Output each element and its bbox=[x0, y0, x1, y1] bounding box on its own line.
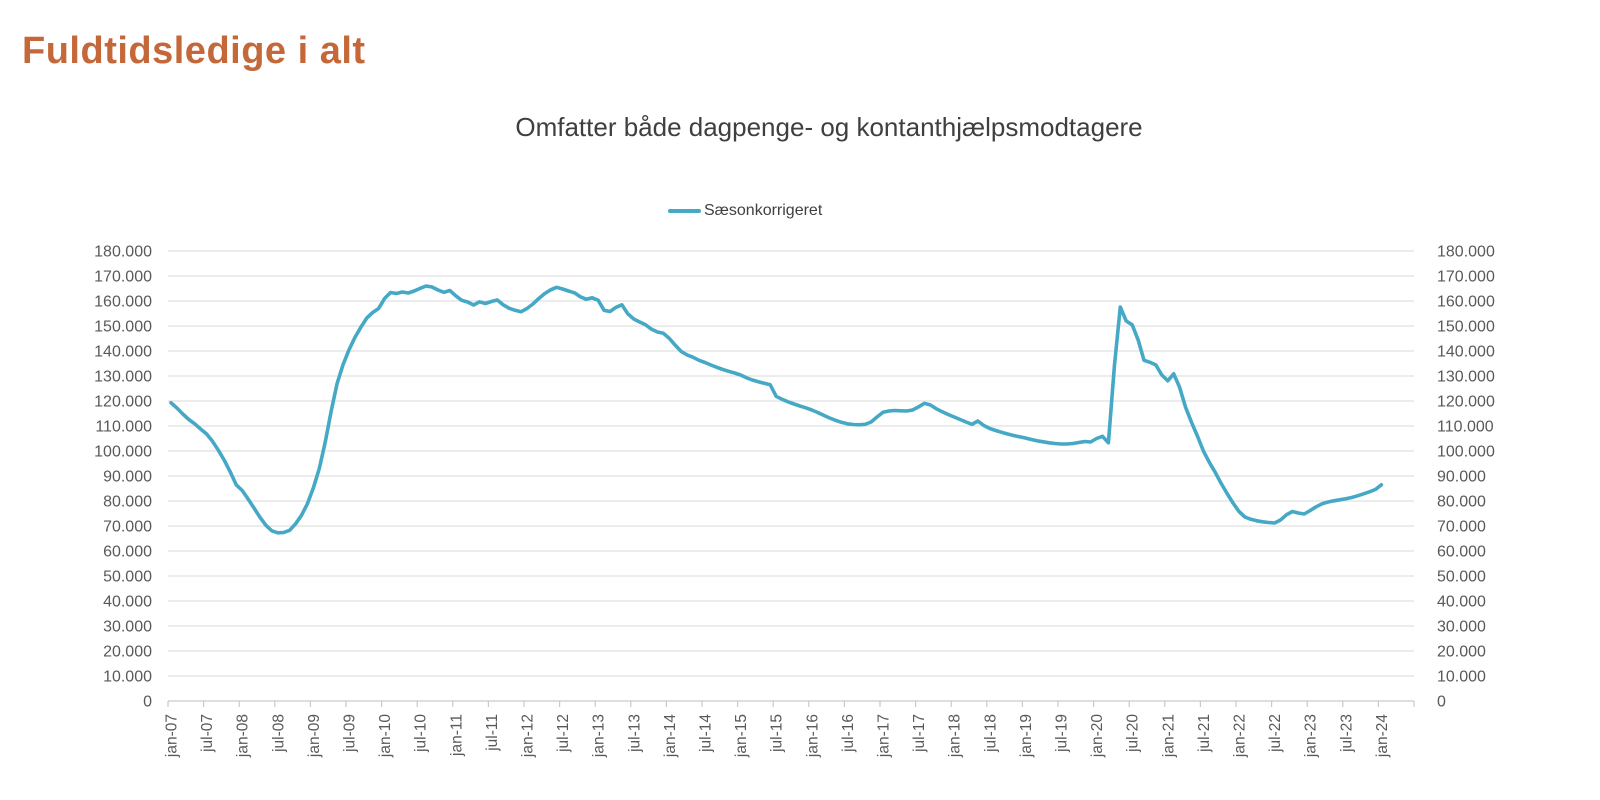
y-tick-label-right: 100.000 bbox=[1437, 444, 1495, 461]
y-tick-label-right: 170.000 bbox=[1437, 269, 1495, 286]
y-tick-label-left: 80.000 bbox=[103, 494, 152, 511]
y-tick-label-right: 0 bbox=[1437, 694, 1446, 711]
x-tick-label: jul-07 bbox=[199, 714, 216, 753]
x-tick-label: jul-09 bbox=[341, 714, 358, 753]
x-tick-label: jan-13 bbox=[591, 714, 608, 758]
y-tick-label-left: 100.000 bbox=[94, 444, 152, 461]
x-tick-label: jan-16 bbox=[804, 714, 821, 758]
x-tick-label: jan-12 bbox=[519, 714, 536, 758]
y-tick-label-left: 10.000 bbox=[103, 669, 152, 686]
x-tick-label: jan-21 bbox=[1160, 714, 1177, 758]
y-tick-label-right: 130.000 bbox=[1437, 369, 1495, 386]
chart-legend: Sæsonkorrigeret bbox=[668, 202, 822, 220]
x-tick-label: jan-08 bbox=[235, 714, 252, 758]
y-tick-label-right: 180.000 bbox=[1437, 244, 1495, 261]
y-tick-label-left: 60.000 bbox=[103, 544, 152, 561]
legend-line-swatch bbox=[668, 209, 701, 213]
y-tick-label-left: 90.000 bbox=[103, 469, 152, 486]
x-tick-label: jan-10 bbox=[377, 714, 394, 758]
y-tick-label-left: 120.000 bbox=[94, 394, 152, 411]
y-tick-label-right: 70.000 bbox=[1437, 519, 1486, 536]
y-tick-label-right: 30.000 bbox=[1437, 619, 1486, 636]
y-tick-label-right: 120.000 bbox=[1437, 394, 1495, 411]
x-tick-label: jul-20 bbox=[1125, 714, 1142, 753]
x-tick-label: jan-23 bbox=[1303, 714, 1320, 758]
y-tick-label-left: 20.000 bbox=[103, 644, 152, 661]
x-tick-label: jan-15 bbox=[733, 714, 750, 758]
x-tick-label: jan-19 bbox=[1018, 714, 1035, 758]
x-tick-label: jan-09 bbox=[306, 714, 323, 758]
y-tick-label-left: 110.000 bbox=[95, 419, 152, 436]
y-tick-label-left: 180.000 bbox=[94, 244, 152, 261]
y-tick-label-right: 10.000 bbox=[1437, 669, 1486, 686]
x-tick-label: jan-18 bbox=[947, 714, 964, 758]
y-tick-label-left: 50.000 bbox=[103, 569, 152, 586]
y-tick-label-right: 20.000 bbox=[1437, 644, 1486, 661]
x-tick-label: jan-24 bbox=[1374, 714, 1391, 758]
y-tick-label-right: 60.000 bbox=[1437, 544, 1486, 561]
x-tick-label: jan-17 bbox=[875, 714, 892, 758]
x-tick-label: jul-22 bbox=[1267, 714, 1284, 753]
y-tick-label-right: 160.000 bbox=[1437, 294, 1495, 311]
y-tick-label-left: 40.000 bbox=[103, 594, 152, 611]
x-tick-label: jul-18 bbox=[982, 714, 999, 753]
x-tick-label: jul-13 bbox=[626, 714, 643, 753]
chart-title: Omfatter både dagpenge- og kontanthjælps… bbox=[515, 112, 1143, 142]
x-tick-label: jul-12 bbox=[555, 714, 572, 753]
y-tick-label-left: 150.000 bbox=[94, 319, 152, 336]
x-tick-label: jul-21 bbox=[1196, 714, 1213, 753]
y-tick-label-right: 80.000 bbox=[1437, 494, 1486, 511]
y-tick-label-left: 0 bbox=[143, 694, 152, 711]
x-tick-label: jan-07 bbox=[163, 714, 180, 758]
y-tick-label-left: 70.000 bbox=[103, 519, 152, 536]
y-tick-label-left: 130.000 bbox=[94, 369, 152, 386]
page-title: Fuldtidsledige i alt bbox=[22, 30, 366, 72]
y-tick-label-right: 50.000 bbox=[1437, 569, 1486, 586]
y-tick-label-right: 150.000 bbox=[1437, 319, 1495, 336]
x-tick-label: jan-14 bbox=[662, 714, 679, 758]
y-tick-label-right: 110.000 bbox=[1437, 419, 1494, 436]
x-tick-label: jul-15 bbox=[769, 714, 786, 753]
y-tick-label-right: 90.000 bbox=[1437, 469, 1486, 486]
y-tick-label-right: 140.000 bbox=[1437, 344, 1495, 361]
y-tick-label-left: 160.000 bbox=[94, 294, 152, 311]
x-tick-label: jan-22 bbox=[1231, 714, 1248, 758]
x-tick-label: jul-16 bbox=[840, 714, 857, 753]
x-tick-label: jul-19 bbox=[1053, 714, 1070, 753]
x-tick-label: jul-17 bbox=[911, 714, 928, 753]
x-tick-label: jul-14 bbox=[697, 714, 714, 753]
x-tick-label: jul-10 bbox=[413, 714, 430, 753]
y-tick-label-right: 40.000 bbox=[1437, 594, 1486, 611]
x-tick-label: jul-11 bbox=[484, 714, 501, 752]
legend-label: Sæsonkorrigeret bbox=[704, 202, 823, 219]
y-tick-label-left: 140.000 bbox=[94, 344, 152, 361]
y-tick-label-left: 30.000 bbox=[103, 619, 152, 636]
y-tick-label-left: 170.000 bbox=[94, 269, 152, 286]
x-tick-label: jan-11 bbox=[448, 714, 465, 757]
x-tick-label: jan-20 bbox=[1089, 714, 1106, 758]
x-tick-label: jul-23 bbox=[1338, 714, 1355, 753]
series-line-saesonkorrigeret bbox=[169, 284, 1384, 535]
x-tick-label: jul-08 bbox=[270, 714, 287, 753]
